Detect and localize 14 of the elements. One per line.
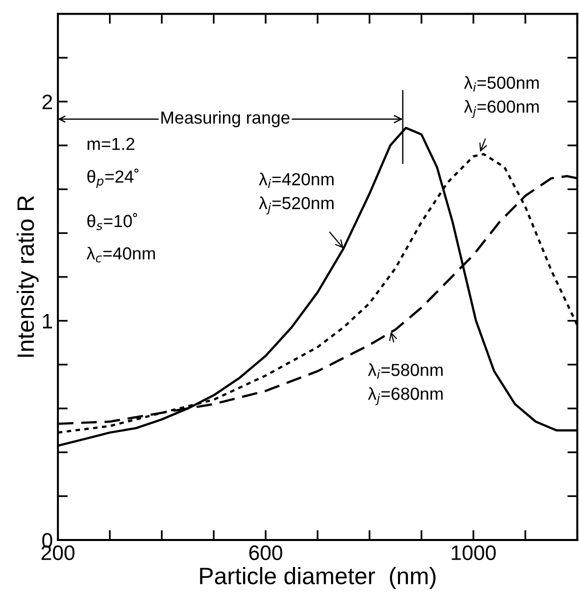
annotation: λ$_{i}$=420nm λ$_{j}$=520nm [258,172,334,214]
x-tick-label: 1000 [452,545,496,560]
x-axis-title: Particle diameter (nm) [200,567,436,590]
x-tick-label: 600 [249,545,282,560]
y-tick-label: 1 [43,314,52,328]
annotation: θ$_{p}$=24˚ [87,168,138,188]
annotation: θ$_{s}$=10˚ [87,213,138,230]
annotation: λ$_{i}$=580nm λ$_{j}$=680nm [368,363,443,406]
annotation: m=1.2 [88,138,134,150]
annotation: Measuring range [161,111,290,128]
y-axis-title: Intensity ratio R [16,196,39,357]
annotation: λ$_{i}$=500nm λ$_{j}$=600nm [464,76,539,118]
annotation: λ$_{c}$=40nm [86,246,155,262]
y-tick-label: 2 [42,94,52,110]
